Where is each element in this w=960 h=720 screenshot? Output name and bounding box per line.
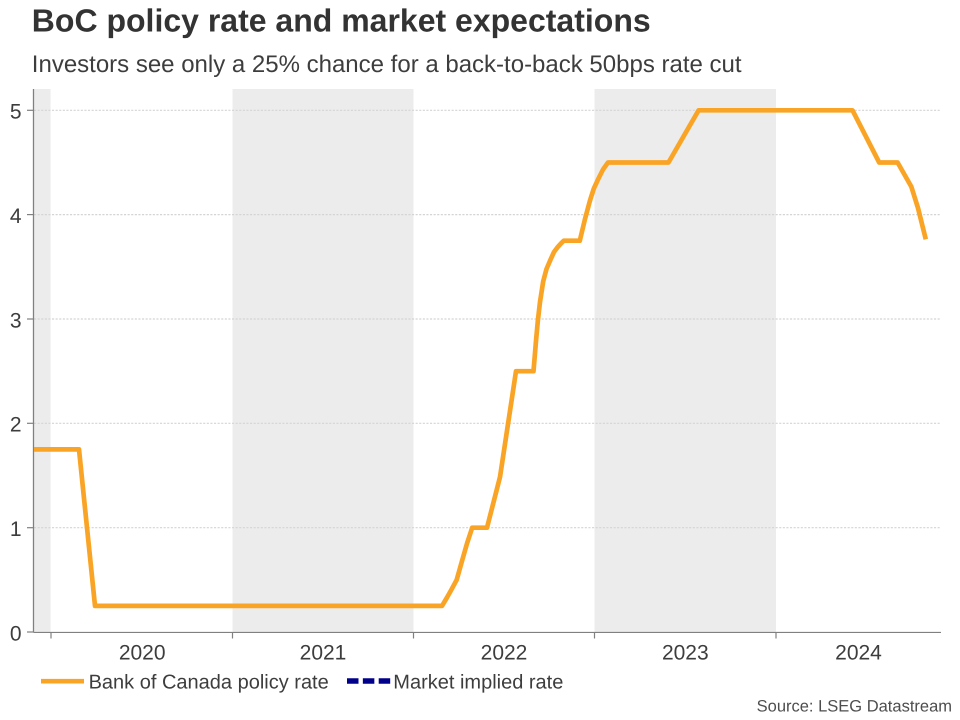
svg-text:0: 0 — [10, 622, 22, 645]
svg-text:2023: 2023 — [662, 642, 709, 665]
svg-text:Market implied rate: Market implied rate — [393, 671, 563, 693]
svg-text:1: 1 — [10, 518, 22, 541]
svg-text:2021: 2021 — [300, 642, 347, 665]
svg-text:2: 2 — [10, 414, 22, 437]
svg-text:3: 3 — [10, 309, 22, 332]
svg-text:5: 5 — [10, 101, 22, 124]
svg-text:2022: 2022 — [481, 642, 528, 665]
svg-text:BoC policy rate and market exp: BoC policy rate and market expectations — [32, 3, 651, 39]
svg-text:4: 4 — [10, 205, 22, 228]
svg-text:2024: 2024 — [835, 642, 882, 665]
svg-text:Source: LSEG Datastream: Source: LSEG Datastream — [757, 698, 952, 716]
svg-text:Bank of Canada policy rate: Bank of Canada policy rate — [89, 671, 329, 693]
svg-text:Investors see only a 25% chanc: Investors see only a 25% chance for a ba… — [32, 51, 742, 78]
svg-text:2020: 2020 — [119, 642, 166, 665]
